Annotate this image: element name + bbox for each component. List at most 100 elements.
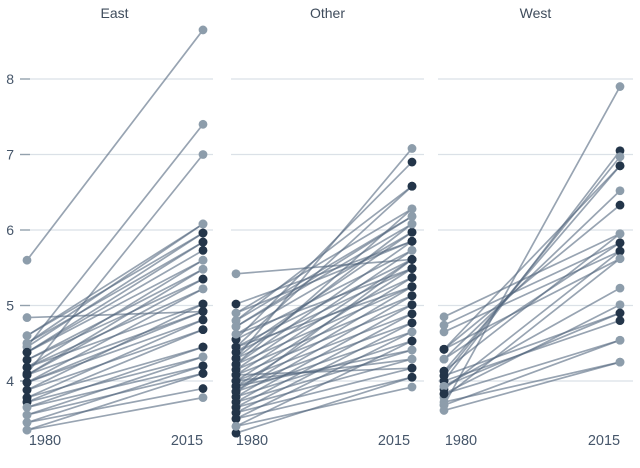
- slope-line: [26, 123, 204, 348]
- slope-line: [26, 355, 204, 403]
- data-point-1980: [439, 320, 449, 330]
- slope-line: [235, 276, 413, 388]
- data-point-1980: [231, 370, 241, 380]
- data-point-2015: [407, 336, 417, 346]
- x-tick-label: 2015: [588, 433, 620, 449]
- data-point-2015: [615, 146, 625, 156]
- data-point-2015: [615, 161, 625, 171]
- data-point-2015: [407, 318, 417, 328]
- slope-line: [26, 278, 204, 376]
- slope-line: [26, 241, 204, 354]
- data-point-2015: [407, 227, 417, 237]
- slope-line: [26, 259, 204, 369]
- data-point-2015: [407, 219, 417, 229]
- panel-title: Other: [310, 5, 345, 21]
- data-point-2015: [198, 245, 208, 255]
- data-point-1980: [231, 316, 241, 325]
- data-point-2015: [407, 144, 417, 153]
- data-point-2015: [407, 300, 417, 310]
- y-tick-label: 7: [6, 147, 14, 163]
- slope-line: [26, 396, 204, 431]
- data-point-1980: [231, 299, 241, 309]
- slope-line: [235, 208, 413, 314]
- data-point-1980: [231, 387, 241, 396]
- slope-line: [235, 386, 413, 428]
- slope-line: [235, 223, 413, 328]
- slope-line: [26, 303, 204, 391]
- data-point-2015: [198, 255, 208, 265]
- y-tick-label: 5: [6, 298, 14, 314]
- data-point-1980: [22, 331, 32, 341]
- data-point-2015: [198, 150, 208, 159]
- slope-line: [443, 204, 621, 351]
- data-point-2015: [198, 369, 208, 378]
- data-point-2015: [615, 254, 625, 264]
- data-point-2015: [407, 327, 417, 337]
- data-point-1980: [439, 389, 449, 399]
- slope-line: [26, 387, 204, 424]
- x-tick-label: 2015: [171, 433, 203, 449]
- slope-line: [26, 346, 204, 409]
- slope-line: [443, 287, 621, 388]
- slope-line: [26, 355, 204, 416]
- slope-line: [443, 250, 621, 391]
- slope-line: [443, 241, 621, 360]
- slope-line: [26, 328, 204, 403]
- slope-line: [235, 331, 413, 420]
- slope-line: [26, 318, 204, 384]
- x-tick-label: 1980: [236, 433, 268, 449]
- slope-line: [235, 231, 413, 336]
- slope-line: [443, 164, 621, 351]
- data-point-1980: [22, 347, 32, 357]
- data-point-2015: [615, 186, 625, 196]
- slope-line: [235, 312, 413, 409]
- data-point-1980: [231, 421, 241, 431]
- panel-title: East: [100, 5, 128, 21]
- slope-line: [26, 249, 204, 354]
- data-point-2015: [615, 238, 625, 248]
- data-point-1980: [439, 354, 449, 364]
- data-point-1980: [22, 378, 32, 387]
- slope-line: [443, 85, 621, 407]
- data-point-2015: [407, 291, 417, 301]
- data-point-1980: [231, 414, 241, 424]
- slope-line: [26, 288, 204, 384]
- slope-line: [443, 339, 621, 395]
- data-point-2015: [407, 157, 417, 167]
- data-point-2015: [615, 82, 625, 91]
- data-point-2015: [615, 300, 625, 310]
- y-tick-label: 4: [6, 373, 14, 389]
- data-point-2015: [407, 236, 417, 246]
- data-point-2015: [407, 273, 417, 282]
- data-point-2015: [615, 308, 625, 318]
- data-point-1980: [231, 353, 241, 363]
- data-point-2015: [198, 228, 208, 238]
- slope-line: [235, 322, 413, 388]
- panel-title: West: [520, 5, 552, 21]
- data-point-2015: [407, 204, 417, 214]
- slope-line: [235, 249, 413, 341]
- data-point-2015: [198, 393, 208, 403]
- slope-line: [26, 278, 204, 361]
- slope-line: [26, 241, 204, 345]
- slope-line: [235, 367, 413, 376]
- data-point-1980: [231, 428, 241, 438]
- data-point-2015: [615, 357, 625, 367]
- data-point-2015: [615, 246, 625, 256]
- slope-line: [26, 232, 204, 348]
- slope-line: [26, 223, 204, 345]
- x-tick-label: 2015: [378, 433, 410, 449]
- slope-line: [235, 303, 413, 403]
- data-point-1980: [22, 255, 32, 265]
- slope-line: [235, 285, 413, 348]
- data-point-1980: [231, 376, 241, 386]
- data-point-2015: [615, 316, 625, 325]
- slope-line: [235, 331, 413, 393]
- slope-line: [235, 231, 413, 354]
- data-point-1980: [439, 327, 449, 337]
- slope-line: [26, 288, 204, 369]
- data-point-1980: [22, 403, 32, 412]
